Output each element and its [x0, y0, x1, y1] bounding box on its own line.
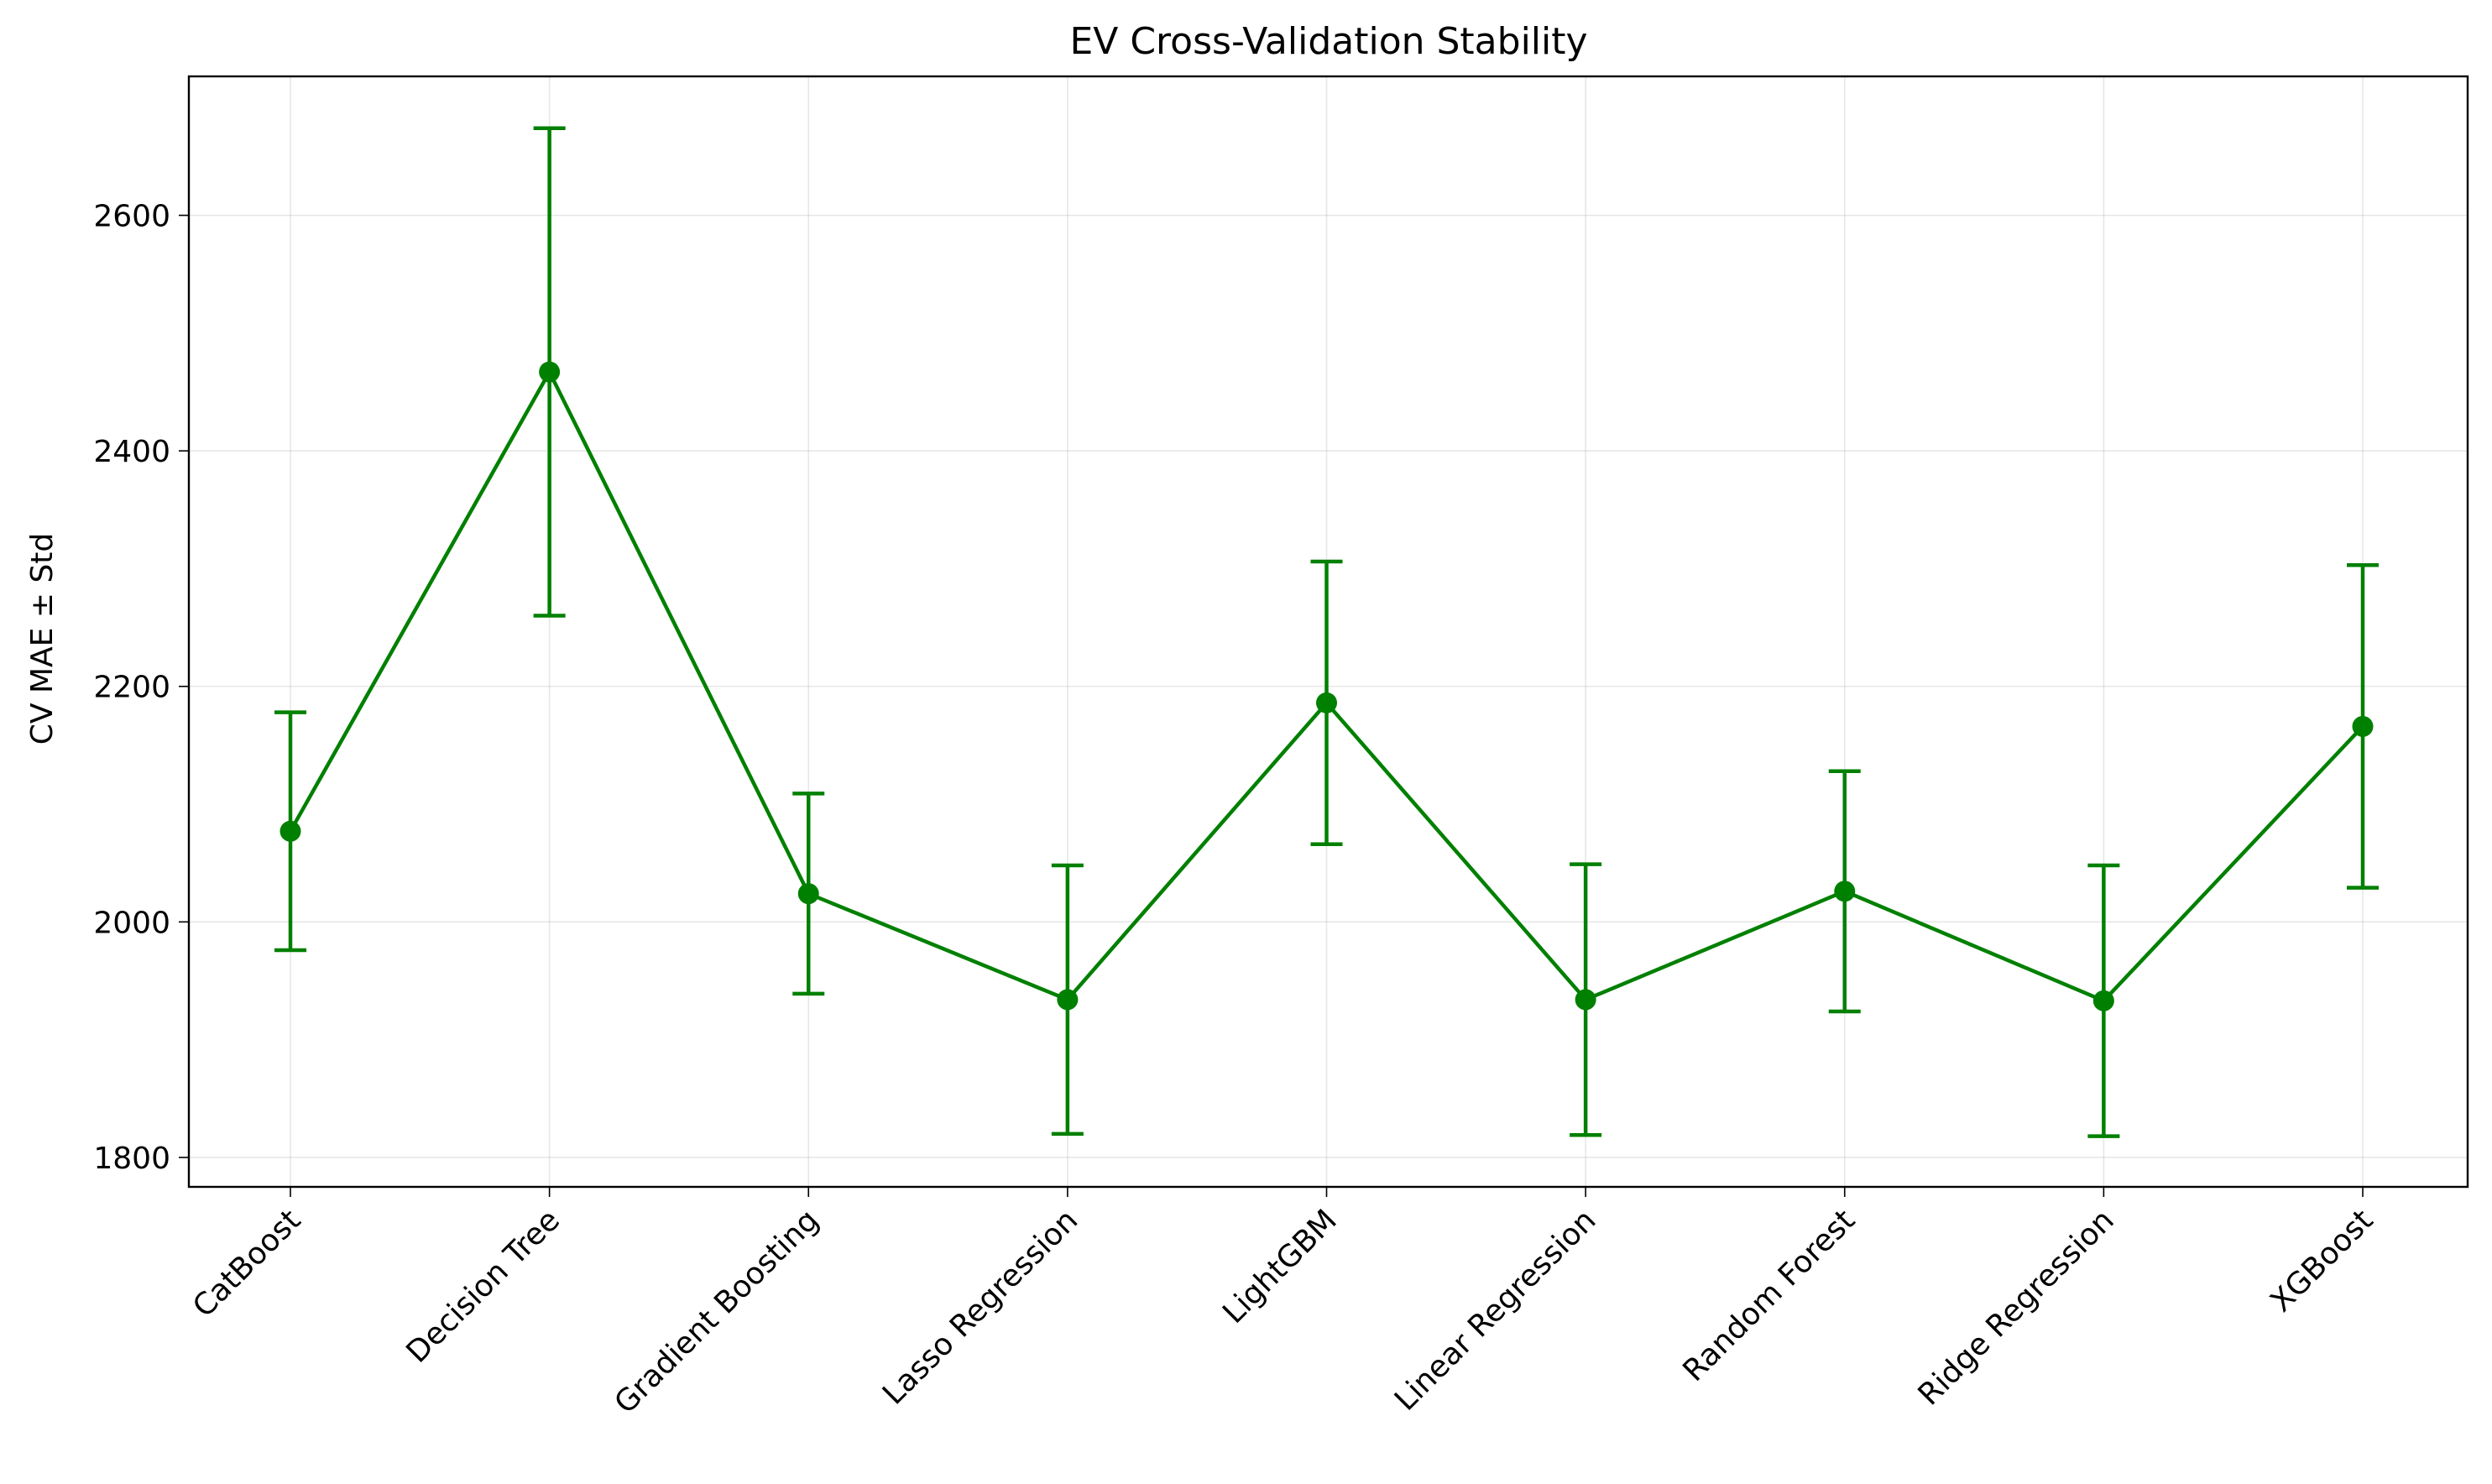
- y-tick-label: 2400: [93, 435, 170, 469]
- data-point: [797, 883, 819, 905]
- x-tick-label: Ridge Regression: [1912, 1203, 2121, 1412]
- data-point: [2092, 990, 2114, 1011]
- data-point: [1057, 989, 1079, 1011]
- data-point: [1575, 989, 1596, 1011]
- x-tick-label: Decision Tree: [400, 1203, 566, 1369]
- grid-layer: [189, 76, 2468, 1187]
- y-tick-label: 2600: [93, 200, 170, 234]
- data-point: [1834, 880, 1856, 902]
- x-tick-label: Random Forest: [1677, 1203, 1862, 1388]
- chart-title: EV Cross-Validation Stability: [1069, 20, 1587, 63]
- x-tick-label: Lasso Regression: [876, 1203, 1084, 1411]
- data-point: [1316, 692, 1337, 713]
- x-tick-label: CatBoost: [186, 1203, 307, 1324]
- data-point: [539, 361, 561, 383]
- y-axis-label: CV MAE ± Std: [25, 533, 60, 745]
- plot-area: [274, 126, 2379, 1138]
- x-tick-label: XGBoost: [2264, 1203, 2380, 1319]
- data-point: [2352, 715, 2374, 737]
- data-point: [280, 820, 301, 842]
- axes: 1800 2000 2200 2400 2600 CatBoost Decision Tre…: [93, 75, 2469, 1420]
- x-tick-label: Linear Regression: [1388, 1203, 1602, 1417]
- x-tick-label: Gradient Boosting: [609, 1203, 826, 1420]
- y-tick-label: 2000: [93, 906, 170, 940]
- y-tick-label: 1800: [93, 1142, 170, 1176]
- x-tick-label: LightGBM: [1216, 1203, 1344, 1330]
- y-tick-label: 2200: [93, 671, 170, 705]
- axes-frame: [187, 75, 2469, 1189]
